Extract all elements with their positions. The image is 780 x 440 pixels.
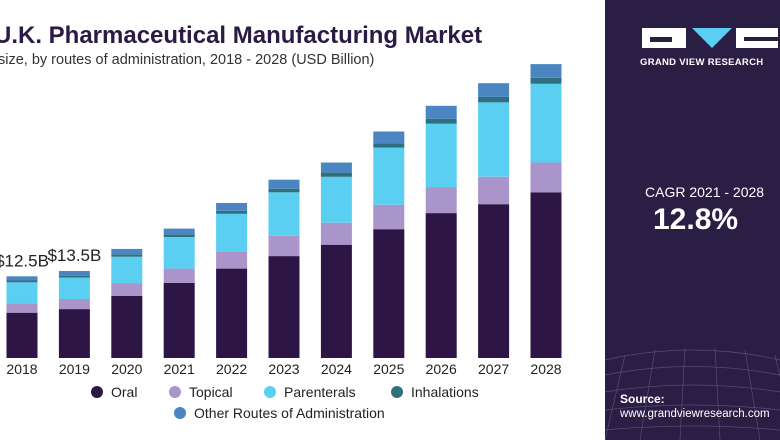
bar-segment-2023-parenterals [268, 192, 300, 236]
bar-segment-2022-other-routes-of-administration [216, 203, 248, 211]
x-tick-label: 2024 [321, 361, 352, 377]
x-tick-label: 2026 [426, 361, 457, 377]
bar-segment-2028-topical [530, 162, 562, 193]
bar-segment-2023-other-routes-of-administration [268, 179, 300, 189]
bar-segment-2026-oral [425, 213, 457, 358]
bar-segment-2020-parenterals [111, 256, 143, 284]
legend-label-oral: Oral [111, 384, 137, 400]
bar-segment-2026-parenterals [425, 123, 457, 188]
bar-segment-2028-oral [530, 192, 562, 358]
bar-segment-2024-parenterals [320, 176, 352, 223]
bar-segment-2025-oral [373, 229, 405, 358]
legend-marker-other-routes-of-administration [174, 407, 186, 419]
bar-segment-2022-topical [216, 251, 248, 269]
bar-segment-2018-parenterals [6, 282, 38, 304]
bar-segment-2024-topical [320, 222, 352, 245]
cagr-value: 12.8% [653, 203, 739, 236]
stacked-bar-chart: 2018 2019 2020 2021 2022 2023 2024 2025 2026 2027… [0, 64, 562, 421]
grid-decoration [605, 347, 780, 440]
x-tick-label: 2028 [530, 361, 561, 377]
bar-segment-2023-oral [268, 256, 300, 358]
bar-segment-2019-topical [58, 299, 90, 310]
legend-label-inhalations: Inhalations [411, 384, 479, 400]
data-label-2018: $12.5B [0, 251, 49, 270]
legend-marker-oral [91, 386, 103, 398]
x-tick-label: 2025 [373, 361, 404, 377]
source-url[interactable]: www.grandviewresearch.com [620, 408, 770, 420]
chart-title: U.K. Pharmaceutical Manufacturing Market [0, 22, 483, 49]
legend: Oral Topical Parenterals Inhalations Other R… [91, 384, 479, 421]
bar-segment-2024-inhalations [320, 172, 352, 177]
bar-segment-2026-topical [425, 187, 457, 214]
legend-label-topical: Topical [189, 384, 233, 400]
bar-segment-2028-other-routes-of-administration [530, 64, 562, 78]
bar-segment-2021-other-routes-of-administration [163, 228, 195, 235]
bar-segment-2026-other-routes-of-administration [425, 105, 457, 119]
bar-segment-2018-oral [6, 312, 38, 358]
bar-segment-2027-inhalations [478, 96, 510, 103]
x-tick-label: 2023 [268, 361, 299, 377]
legend-marker-inhalations [391, 386, 403, 398]
source-label: Source: [620, 392, 665, 406]
bar-segment-2022-oral [216, 268, 248, 358]
brand-name: GRAND VIEW RESEARCH [640, 57, 764, 68]
bar-segment-2018-other-routes-of-administration [6, 276, 38, 281]
bar-segment-2019-oral [58, 309, 90, 358]
bar-segment-2019-parenterals [58, 277, 90, 299]
bar-segment-2018-inhalations [6, 280, 38, 283]
bar-segment-2021-parenterals [163, 237, 195, 269]
bar-segment-2026-inhalations [425, 118, 457, 124]
gvr-logo-icon [642, 28, 778, 48]
chart-panel: U.K. Pharmaceutical Manufacturing Market… [0, 22, 562, 421]
chart-subtitle: size, by routes of administration, 2018 … [0, 52, 375, 68]
bar-segment-2020-inhalations [111, 254, 143, 257]
x-tick-label: 2020 [111, 361, 142, 377]
data-label-2019: $13.5B [47, 246, 101, 265]
cagr-label: CAGR 2021 - 2028 [645, 184, 765, 200]
legend-marker-topical [169, 386, 181, 398]
bar-segment-2028-parenterals [530, 83, 562, 163]
bar-segment-2023-inhalations [268, 188, 300, 193]
x-tick-label: 2022 [216, 361, 247, 377]
bar-segment-2020-oral [111, 296, 143, 358]
bar-segment-2025-inhalations [373, 143, 405, 148]
bar-segment-2019-inhalations [58, 275, 90, 278]
bar-segment-2025-other-routes-of-administration [373, 131, 405, 144]
bar-segment-2027-parenterals [478, 102, 510, 177]
x-tick-label: 2021 [164, 361, 195, 377]
bar-segment-2021-topical [163, 268, 195, 283]
x-axis-ticks: 2018 2019 2020 2021 2022 2023 2024 2025 2026 2027… [6, 361, 561, 377]
bar-segment-2028-inhalations [530, 77, 562, 84]
info-sidebar: GRAND VIEW RESEARCH CAGR 2021 - 2028 12.… [605, 0, 780, 440]
bar-segment-2027-oral [478, 204, 510, 358]
bar-segment-2027-topical [478, 176, 510, 205]
legend-label-parenterals: Parenterals [284, 384, 356, 400]
bar-segment-2020-topical [111, 283, 143, 296]
bar-segment-2021-inhalations [163, 234, 195, 237]
bar-segment-2021-oral [163, 282, 195, 358]
bars-group [6, 64, 562, 358]
bar-segment-2018-topical [6, 303, 38, 313]
legend-label-other-routes-of-administration: Other Routes of Administration [194, 405, 385, 421]
x-tick-label: 2018 [6, 361, 37, 377]
x-tick-label: 2019 [59, 361, 90, 377]
bar-segment-2019-other-routes-of-administration [58, 271, 90, 276]
bar-segment-2025-topical [373, 204, 405, 230]
bar-segment-2020-other-routes-of-administration [111, 248, 143, 255]
bar-segment-2022-parenterals [216, 213, 248, 252]
bar-segment-2027-other-routes-of-administration [478, 83, 510, 97]
data-labels: $12.5B$13.5B [0, 246, 101, 270]
legend-marker-parenterals [264, 386, 276, 398]
x-tick-label: 2027 [478, 361, 509, 377]
bar-segment-2023-topical [268, 235, 300, 257]
bar-segment-2022-inhalations [216, 210, 248, 214]
bar-segment-2025-parenterals [373, 147, 405, 205]
bar-segment-2024-oral [320, 244, 352, 358]
bar-segment-2024-other-routes-of-administration [320, 162, 352, 173]
